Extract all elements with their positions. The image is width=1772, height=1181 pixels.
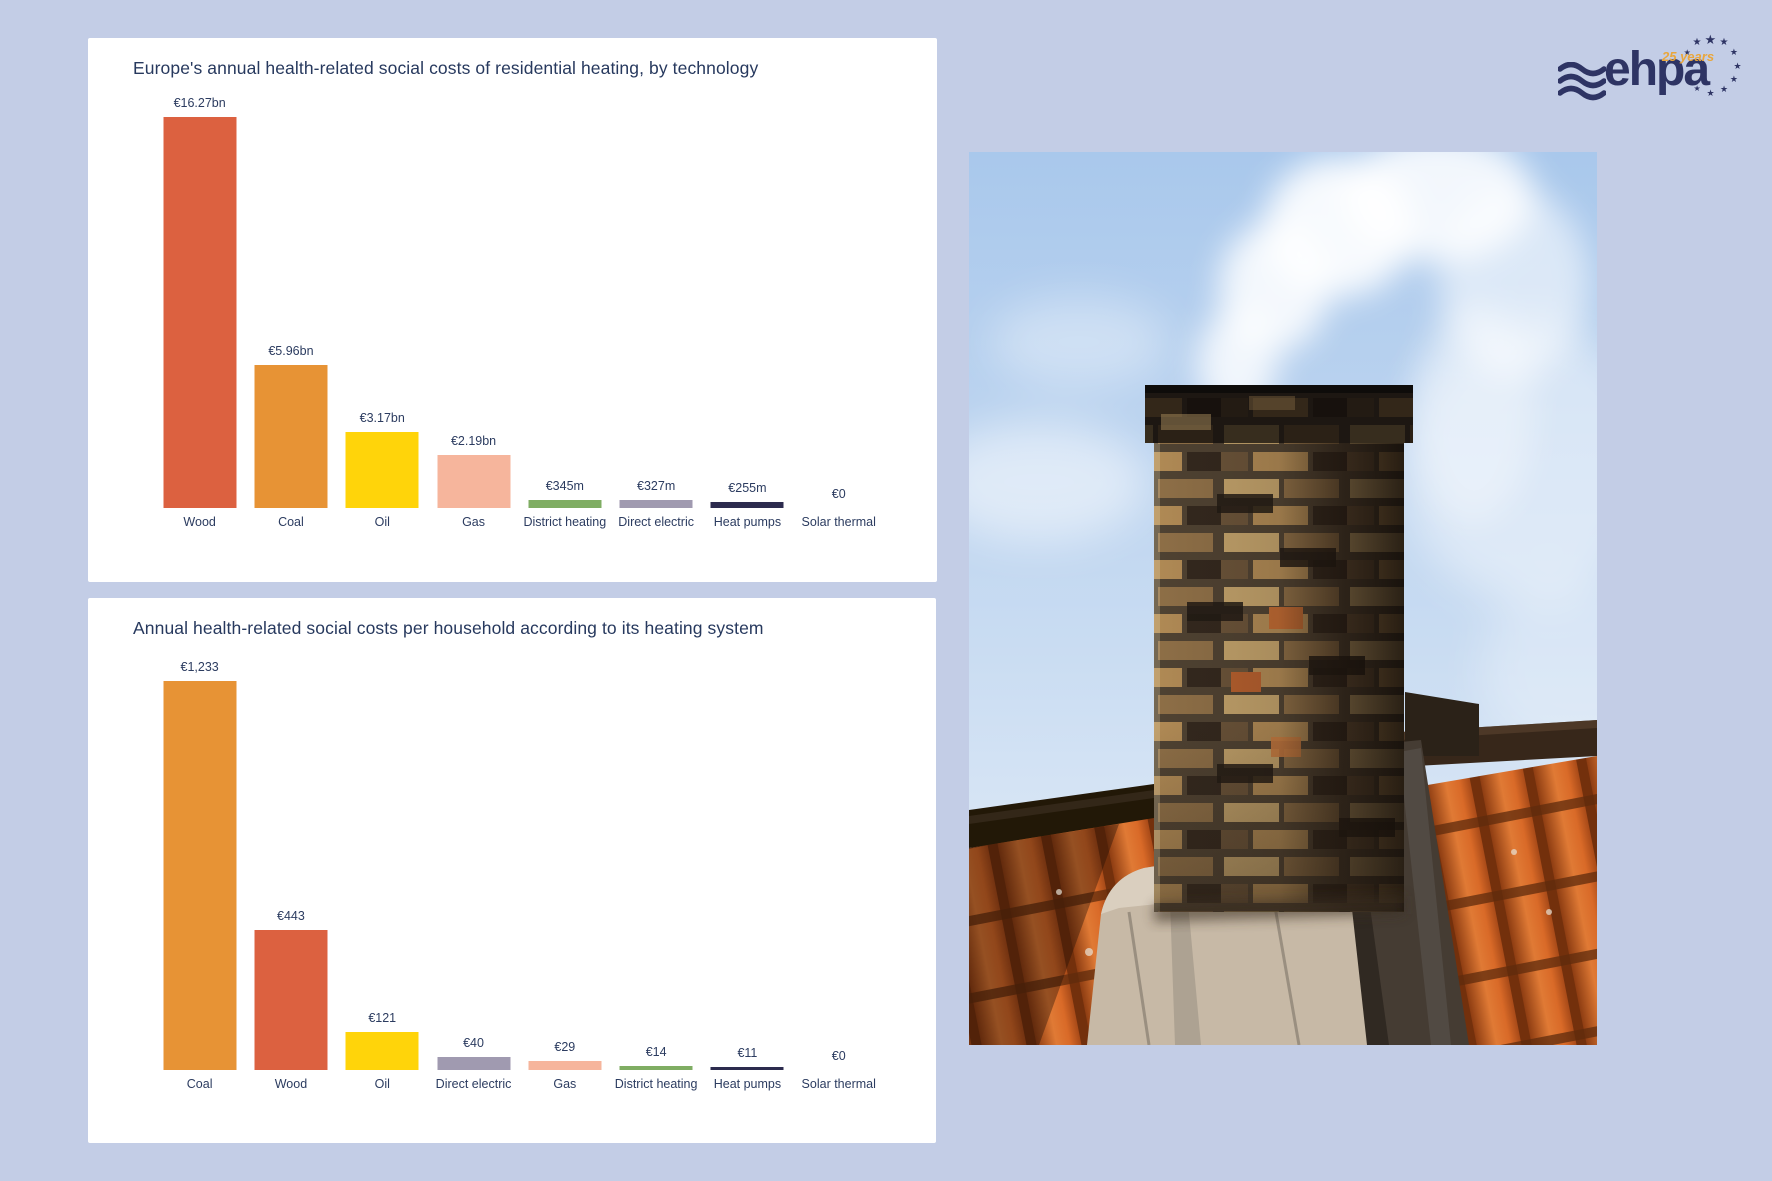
bar-category-label: Oil (374, 1077, 390, 1091)
bar-value-label: €11 (737, 1045, 758, 1060)
bar-category-label: Heat pumps (713, 515, 782, 529)
bar-wood (163, 117, 237, 508)
bar-category-label: Coal (186, 1077, 213, 1091)
bar-value-label: €29 (554, 1039, 576, 1054)
bar-category-label: Heat pumps (713, 1077, 782, 1091)
bar-value-label: €3.17bn (359, 410, 405, 425)
bar-direct-electric (619, 500, 693, 508)
ehpa-wordmark: ehpa (1604, 43, 1710, 96)
bar-value-label: €2.19bn (450, 434, 497, 449)
bar-value-label: €255m (728, 480, 767, 495)
bar-group-district-heating: €345m District heating (519, 117, 610, 529)
bar-category-label: Wood (183, 515, 216, 529)
bar-category-label: Solar thermal (801, 515, 876, 529)
bar-group-oil: €121 Oil (337, 681, 428, 1091)
bar-group-direct-electric: €327m Direct electric (610, 117, 701, 529)
bar-category-label: Solar thermal (801, 1077, 876, 1091)
bar-oil (345, 1031, 419, 1070)
bar-value-label: €345m (545, 478, 584, 493)
flashing-box (1405, 692, 1479, 756)
chart-title: Europe's annual health-related social co… (133, 58, 759, 78)
star-icon: ★ (1719, 36, 1729, 48)
bar-group-direct-electric: €40 Direct electric (428, 681, 519, 1091)
chart-card-per-household: Annual health-related social costs per h… (88, 598, 936, 1143)
bar-category-label: Gas (462, 515, 485, 529)
bar-group-oil: €3.17bn Oil (337, 117, 428, 529)
bar-coal (254, 364, 328, 508)
bar-wood (254, 930, 328, 1070)
bar-value-label: €443 (277, 909, 305, 924)
bar-category-label: Oil (374, 515, 390, 529)
bar-chart-per-household: €1,233 Coal €443 Wood €121 Oil €40 Direct elect… (154, 660, 885, 1091)
bar-value-label: €40 (463, 1036, 484, 1051)
star-icon: ★ (1720, 83, 1729, 94)
bar-group-heat-pumps: €255m Heat pumps (702, 117, 793, 529)
bar-group-coal: €5.96bn Coal (245, 117, 336, 529)
bar-value-label: €16.27bn (173, 96, 226, 110)
bar-category-label: Gas (553, 1077, 577, 1091)
roof-shadow-left (969, 824, 1119, 1045)
star-icon: ★ (1706, 87, 1715, 98)
chart-card-europe-total: Europe's annual health-related social co… (88, 38, 937, 582)
bar-oil (345, 431, 419, 508)
bar-heat-pumps (710, 1066, 784, 1070)
bar-category-label: Direct electric (618, 515, 694, 529)
bar-gas (528, 1060, 602, 1070)
ehpa-25-years-badge: 25 years (1662, 49, 1715, 64)
star-icon: ★ (1683, 47, 1691, 57)
chimney-photo (969, 152, 1597, 1045)
bar-district-heating (619, 1065, 693, 1070)
star-icon: ★ (1729, 47, 1738, 57)
star-icon: ★ (1704, 31, 1717, 47)
chart-title: Annual health-related social costs per h… (133, 618, 764, 638)
bar-coal (163, 681, 237, 1070)
ehpa-waves-icon (1558, 62, 1606, 101)
star-icon: ★ (1733, 60, 1742, 71)
bar-value-label: €327m (637, 479, 676, 494)
bar-chart-europe-total: €16.27bn Wood €5.96bn Coal €3.17bn Oil €2.19bn… (154, 96, 885, 529)
bar-category-label: Direct electric (435, 1077, 512, 1091)
bar-group-district-heating: €14 District heating (610, 681, 701, 1091)
bar-category-label: Wood (274, 1077, 308, 1091)
bar-group-solar-thermal: €0 Solar thermal (793, 117, 884, 529)
bar-value-label: €0 (831, 1049, 846, 1063)
bar-category-label: District heating (614, 1077, 698, 1091)
bar-group-wood: €443 Wood (245, 681, 336, 1091)
bar-heat-pumps (710, 501, 784, 508)
bar-district-heating (528, 499, 602, 508)
bar-group-solar-thermal: €0 Solar thermal (793, 681, 884, 1091)
bar-group-gas: €2.19bn Gas (428, 117, 519, 529)
ehpa-stars-icon: ★ ★ ★ ★ ★ ★ ★ ★ ★ ★ (1558, 31, 1768, 122)
bar-value-label: €14 (645, 1044, 667, 1059)
chimney (1145, 385, 1413, 922)
star-icon: ★ (1729, 74, 1738, 84)
bar-value-label: €0 (831, 487, 846, 501)
bar-gas (437, 455, 511, 508)
ehpa-logo: ehpa 25 years ★ ★ ★ ★ ★ ★ ★ ★ ★ ★ (1558, 31, 1768, 122)
bar-value-label: €5.96bn (268, 343, 314, 358)
star-icon: ★ (1693, 84, 1701, 94)
bar-group-wood: €16.27bn Wood (154, 96, 245, 529)
bar-group-coal: €1,233 Coal (154, 660, 245, 1091)
bar-value-label: €121 (368, 1010, 397, 1025)
chimney-cap (1145, 385, 1413, 443)
star-icon: ★ (1692, 36, 1702, 48)
chimney-photo-illustration (969, 152, 1597, 1045)
bar-group-heat-pumps: €11 Heat pumps (702, 681, 793, 1091)
bar-direct-electric (437, 1057, 511, 1070)
bar-group-gas: €29 Gas (519, 681, 610, 1091)
bar-category-label: District heating (523, 515, 607, 529)
bar-value-label: €1,233 (180, 660, 219, 674)
bar-category-label: Coal (278, 515, 304, 529)
